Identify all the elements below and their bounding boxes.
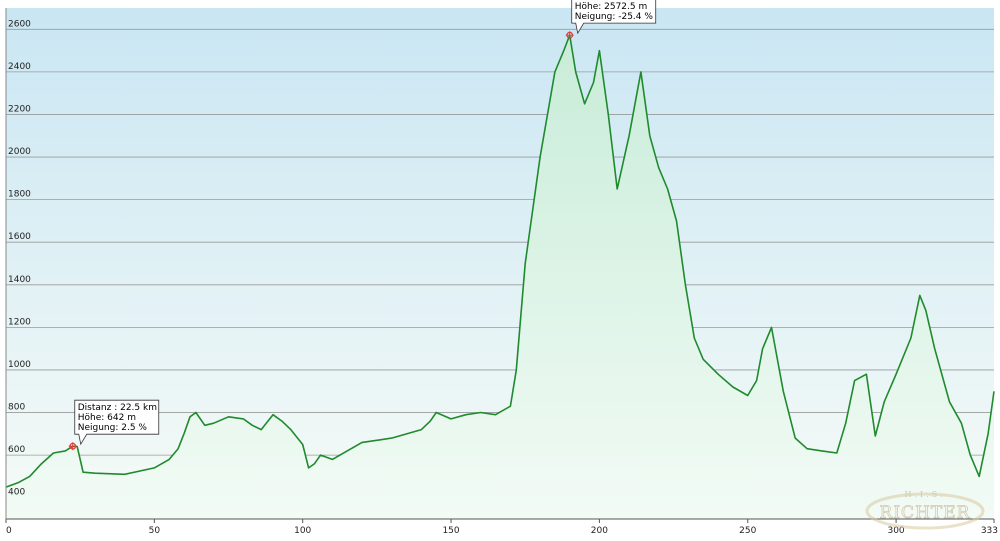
logo-main-text: RICHTER (880, 503, 971, 523)
annotation-box (571, 0, 657, 35)
richter-logo: H.I.S. RICHTER (865, 490, 985, 530)
y-tick-label: 2600 (8, 19, 31, 29)
annotation-text: Höhe: 642 m (78, 413, 136, 423)
annotation-marker (68, 442, 77, 451)
logo-top-text: H.I.S. (905, 490, 946, 499)
elevation-area-fill (6, 35, 994, 519)
y-tick-label: 1800 (8, 190, 31, 200)
x-tick-label: 250 (739, 526, 756, 536)
y-tick-label: 2000 (8, 147, 31, 157)
annotation-text: Neigung: -25.4 % (575, 12, 654, 22)
x-tick-label: 50 (149, 526, 161, 536)
y-axis: 400 600 800 1000 1200 1400 1600 1800 2000 2200 240… (8, 19, 31, 497)
x-tick-label: 200 (591, 526, 608, 536)
y-tick-label: 1200 (8, 317, 31, 327)
y-tick-label: 1600 (8, 232, 31, 242)
annotation-text: Distanz : 22.5 km (78, 403, 157, 413)
x-tick-label: 100 (294, 526, 311, 536)
y-tick-label: 800 (8, 403, 25, 413)
x-tick-label: 300 (887, 526, 904, 536)
y-tick-label: 2200 (8, 104, 31, 114)
annotation-box (74, 399, 160, 446)
x-tick-label: 333 (981, 526, 998, 536)
annotation-text: Distanz : 190 km (575, 0, 651, 2)
annotation-text: Höhe: 2572.5 m (575, 2, 648, 12)
x-tick-label: 0 (6, 526, 12, 536)
annotation-marker (565, 31, 574, 40)
x-axis: 0 50 100 150 200 250 300 333 (5, 519, 998, 536)
x-tick-label: 150 (442, 526, 459, 536)
y-tick-label: 2400 (8, 62, 31, 72)
y-tick-label: 1000 (8, 360, 31, 370)
annotation-text: Neigung: 2.5 % (78, 423, 148, 433)
elevation-line (5, 34, 995, 488)
y-tick-label: 600 (8, 445, 25, 455)
y-tick-label: 400 (8, 488, 25, 498)
y-tick-label: 1400 (8, 275, 31, 285)
